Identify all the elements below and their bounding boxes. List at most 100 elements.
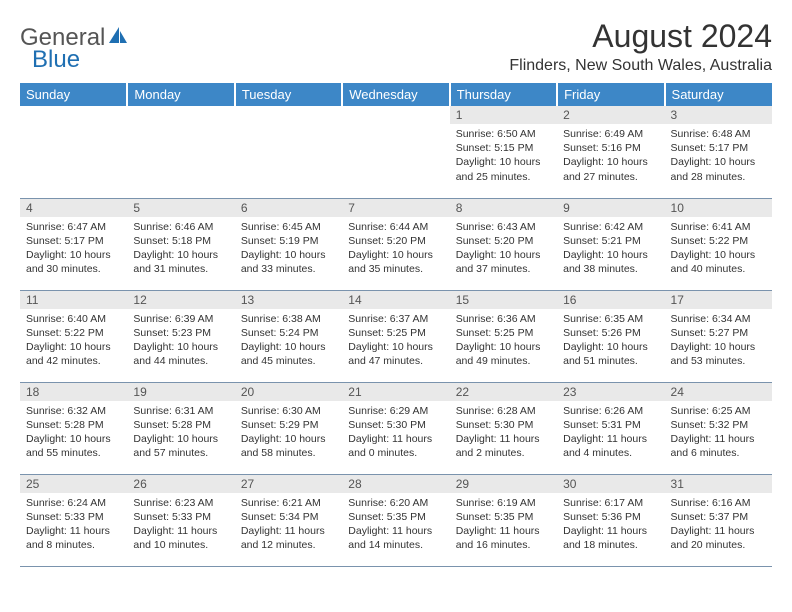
calendar-day-cell: 22Sunrise: 6:28 AMSunset: 5:30 PMDayligh… [450, 382, 557, 474]
day-details: Sunrise: 6:32 AMSunset: 5:28 PMDaylight:… [20, 401, 127, 464]
day-number: 27 [235, 475, 342, 493]
day-details: Sunrise: 6:45 AMSunset: 5:19 PMDaylight:… [235, 217, 342, 280]
calendar-day-cell: 30Sunrise: 6:17 AMSunset: 5:36 PMDayligh… [557, 474, 664, 566]
day-number: 10 [665, 199, 772, 217]
calendar-day-cell: 17Sunrise: 6:34 AMSunset: 5:27 PMDayligh… [665, 290, 772, 382]
calendar-day-cell: 15Sunrise: 6:36 AMSunset: 5:25 PMDayligh… [450, 290, 557, 382]
calendar-day-cell: 3Sunrise: 6:48 AMSunset: 5:17 PMDaylight… [665, 106, 772, 198]
weekday-header: Friday [557, 83, 664, 106]
calendar-week-row: 25Sunrise: 6:24 AMSunset: 5:33 PMDayligh… [20, 474, 772, 566]
day-number: 21 [342, 383, 449, 401]
day-details: Sunrise: 6:50 AMSunset: 5:15 PMDaylight:… [450, 124, 557, 187]
day-number: 8 [450, 199, 557, 217]
weekday-header: Tuesday [235, 83, 342, 106]
header: General August 2024 Flinders, New South … [20, 18, 772, 75]
calendar-day-cell: 28Sunrise: 6:20 AMSunset: 5:35 PMDayligh… [342, 474, 449, 566]
day-number: 24 [665, 383, 772, 401]
sail-icon [107, 24, 129, 52]
calendar-day-cell: 18Sunrise: 6:32 AMSunset: 5:28 PMDayligh… [20, 382, 127, 474]
day-details: Sunrise: 6:41 AMSunset: 5:22 PMDaylight:… [665, 217, 772, 280]
calendar-day-cell: 21Sunrise: 6:29 AMSunset: 5:30 PMDayligh… [342, 382, 449, 474]
day-number: 16 [557, 291, 664, 309]
calendar-week-row: 4Sunrise: 6:47 AMSunset: 5:17 PMDaylight… [20, 198, 772, 290]
day-details: Sunrise: 6:39 AMSunset: 5:23 PMDaylight:… [127, 309, 234, 372]
weekday-header: Monday [127, 83, 234, 106]
calendar-day-cell: 7Sunrise: 6:44 AMSunset: 5:20 PMDaylight… [342, 198, 449, 290]
day-details: Sunrise: 6:21 AMSunset: 5:34 PMDaylight:… [235, 493, 342, 556]
calendar-table: SundayMondayTuesdayWednesdayThursdayFrid… [20, 83, 772, 567]
calendar-day-cell: 10Sunrise: 6:41 AMSunset: 5:22 PMDayligh… [665, 198, 772, 290]
calendar-day-cell: 29Sunrise: 6:19 AMSunset: 5:35 PMDayligh… [450, 474, 557, 566]
weekday-header-row: SundayMondayTuesdayWednesdayThursdayFrid… [20, 83, 772, 106]
day-number: 7 [342, 199, 449, 217]
day-details: Sunrise: 6:46 AMSunset: 5:18 PMDaylight:… [127, 217, 234, 280]
calendar-day-cell [20, 106, 127, 198]
day-details: Sunrise: 6:34 AMSunset: 5:27 PMDaylight:… [665, 309, 772, 372]
calendar-day-cell: 11Sunrise: 6:40 AMSunset: 5:22 PMDayligh… [20, 290, 127, 382]
calendar-day-cell: 14Sunrise: 6:37 AMSunset: 5:25 PMDayligh… [342, 290, 449, 382]
day-details: Sunrise: 6:48 AMSunset: 5:17 PMDaylight:… [665, 124, 772, 187]
day-number: 22 [450, 383, 557, 401]
day-details: Sunrise: 6:35 AMSunset: 5:26 PMDaylight:… [557, 309, 664, 372]
calendar-week-row: 18Sunrise: 6:32 AMSunset: 5:28 PMDayligh… [20, 382, 772, 474]
day-number: 19 [127, 383, 234, 401]
calendar-day-cell: 16Sunrise: 6:35 AMSunset: 5:26 PMDayligh… [557, 290, 664, 382]
calendar-day-cell: 24Sunrise: 6:25 AMSunset: 5:32 PMDayligh… [665, 382, 772, 474]
calendar-day-cell: 12Sunrise: 6:39 AMSunset: 5:23 PMDayligh… [127, 290, 234, 382]
weekday-header: Sunday [20, 83, 127, 106]
calendar-day-cell: 26Sunrise: 6:23 AMSunset: 5:33 PMDayligh… [127, 474, 234, 566]
day-number: 5 [127, 199, 234, 217]
calendar-day-cell [342, 106, 449, 198]
calendar-week-row: 1Sunrise: 6:50 AMSunset: 5:15 PMDaylight… [20, 106, 772, 198]
day-details: Sunrise: 6:42 AMSunset: 5:21 PMDaylight:… [557, 217, 664, 280]
day-details: Sunrise: 6:28 AMSunset: 5:30 PMDaylight:… [450, 401, 557, 464]
weekday-header: Saturday [665, 83, 772, 106]
day-number: 25 [20, 475, 127, 493]
day-details: Sunrise: 6:23 AMSunset: 5:33 PMDaylight:… [127, 493, 234, 556]
calendar-day-cell: 13Sunrise: 6:38 AMSunset: 5:24 PMDayligh… [235, 290, 342, 382]
calendar-day-cell: 6Sunrise: 6:45 AMSunset: 5:19 PMDaylight… [235, 198, 342, 290]
day-details: Sunrise: 6:30 AMSunset: 5:29 PMDaylight:… [235, 401, 342, 464]
logo-text-blue: Blue [32, 46, 80, 74]
day-number: 13 [235, 291, 342, 309]
calendar-day-cell: 31Sunrise: 6:16 AMSunset: 5:37 PMDayligh… [665, 474, 772, 566]
calendar-day-cell: 8Sunrise: 6:43 AMSunset: 5:20 PMDaylight… [450, 198, 557, 290]
day-number: 23 [557, 383, 664, 401]
day-number: 6 [235, 199, 342, 217]
day-number: 29 [450, 475, 557, 493]
day-number: 28 [342, 475, 449, 493]
day-details: Sunrise: 6:31 AMSunset: 5:28 PMDaylight:… [127, 401, 234, 464]
day-number: 1 [450, 106, 557, 124]
day-number: 14 [342, 291, 449, 309]
day-number: 30 [557, 475, 664, 493]
day-number: 18 [20, 383, 127, 401]
day-details: Sunrise: 6:29 AMSunset: 5:30 PMDaylight:… [342, 401, 449, 464]
day-details: Sunrise: 6:26 AMSunset: 5:31 PMDaylight:… [557, 401, 664, 464]
calendar-day-cell: 25Sunrise: 6:24 AMSunset: 5:33 PMDayligh… [20, 474, 127, 566]
day-number: 4 [20, 199, 127, 217]
day-details: Sunrise: 6:44 AMSunset: 5:20 PMDaylight:… [342, 217, 449, 280]
location: Flinders, New South Wales, Australia [509, 57, 772, 75]
calendar-day-cell [235, 106, 342, 198]
day-details: Sunrise: 6:43 AMSunset: 5:20 PMDaylight:… [450, 217, 557, 280]
day-details: Sunrise: 6:36 AMSunset: 5:25 PMDaylight:… [450, 309, 557, 372]
day-details: Sunrise: 6:24 AMSunset: 5:33 PMDaylight:… [20, 493, 127, 556]
day-details: Sunrise: 6:49 AMSunset: 5:16 PMDaylight:… [557, 124, 664, 187]
day-details: Sunrise: 6:40 AMSunset: 5:22 PMDaylight:… [20, 309, 127, 372]
calendar-day-cell: 9Sunrise: 6:42 AMSunset: 5:21 PMDaylight… [557, 198, 664, 290]
day-details: Sunrise: 6:38 AMSunset: 5:24 PMDaylight:… [235, 309, 342, 372]
day-number: 20 [235, 383, 342, 401]
calendar-day-cell: 23Sunrise: 6:26 AMSunset: 5:31 PMDayligh… [557, 382, 664, 474]
day-details: Sunrise: 6:25 AMSunset: 5:32 PMDaylight:… [665, 401, 772, 464]
calendar-day-cell: 20Sunrise: 6:30 AMSunset: 5:29 PMDayligh… [235, 382, 342, 474]
day-number: 9 [557, 199, 664, 217]
day-number: 12 [127, 291, 234, 309]
day-number: 3 [665, 106, 772, 124]
weekday-header: Wednesday [342, 83, 449, 106]
day-number: 17 [665, 291, 772, 309]
calendar-day-cell [127, 106, 234, 198]
calendar-week-row: 11Sunrise: 6:40 AMSunset: 5:22 PMDayligh… [20, 290, 772, 382]
day-number: 2 [557, 106, 664, 124]
calendar-day-cell: 27Sunrise: 6:21 AMSunset: 5:34 PMDayligh… [235, 474, 342, 566]
day-details: Sunrise: 6:19 AMSunset: 5:35 PMDaylight:… [450, 493, 557, 556]
